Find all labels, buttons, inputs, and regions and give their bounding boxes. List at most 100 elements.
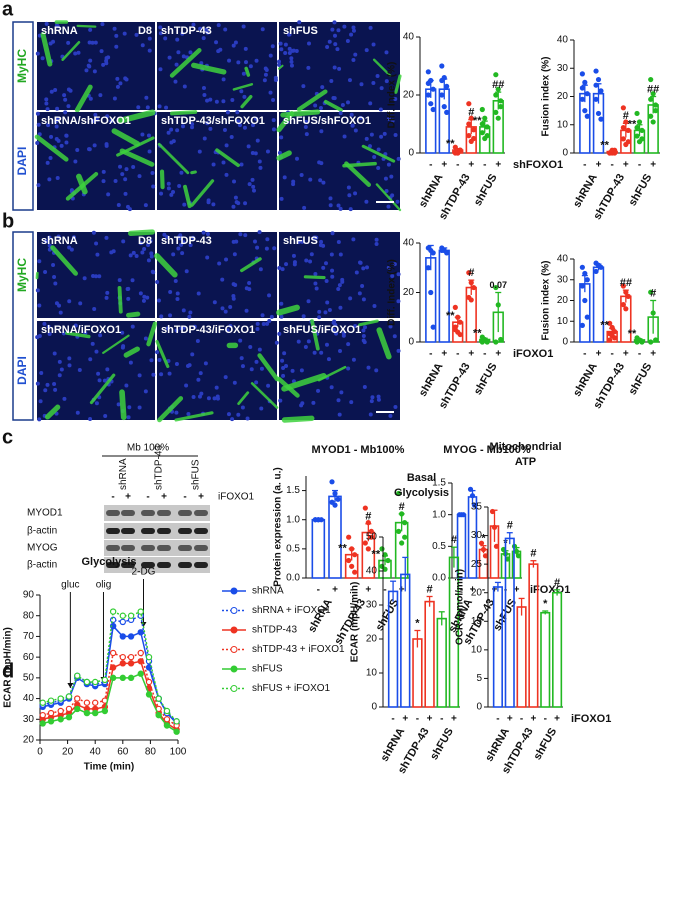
nucleus <box>73 323 78 328</box>
chart-title: ATP <box>515 456 536 468</box>
nucleus <box>136 105 141 110</box>
myotube <box>169 110 198 116</box>
nucleus <box>279 47 284 52</box>
line <box>42 610 178 722</box>
significance: # <box>554 577 560 589</box>
nucleus <box>208 126 213 131</box>
data-point <box>484 133 490 139</box>
data-point <box>489 508 496 515</box>
nucleus <box>284 363 289 368</box>
myotube <box>310 319 320 351</box>
myotube <box>119 148 155 167</box>
nucleus <box>88 27 93 32</box>
nucleus <box>173 79 178 84</box>
nucleus <box>37 417 42 422</box>
nucleus <box>105 367 110 372</box>
nucleus <box>143 389 148 394</box>
significance: ** <box>446 310 455 322</box>
myotube <box>281 415 315 423</box>
nucleus <box>221 160 226 165</box>
data-point <box>425 265 431 271</box>
nucleus <box>250 123 255 128</box>
nucleus <box>78 301 83 306</box>
y-tick-label: 0.0 <box>432 573 446 584</box>
nucleus <box>314 286 319 291</box>
nucleus <box>318 178 323 183</box>
y-axis-label: Diff. Index (%) <box>387 62 398 129</box>
blot-row-label: MYOG <box>27 543 58 554</box>
nucleus <box>181 308 186 313</box>
nucleus <box>149 254 154 259</box>
nucleus <box>282 351 287 356</box>
line-marker <box>83 678 91 686</box>
line <box>42 660 178 731</box>
y-axis-label: ECAR (mpH/min) <box>350 582 361 663</box>
nucleus <box>57 373 62 378</box>
myotube <box>74 84 93 113</box>
nucleus <box>224 143 229 148</box>
nucleus <box>369 399 374 404</box>
data-point <box>612 335 618 341</box>
nucleus <box>239 89 244 94</box>
data-point <box>379 546 385 552</box>
nucleus <box>359 82 364 87</box>
data-point <box>493 72 499 78</box>
nucleus <box>284 262 289 267</box>
significance: # <box>427 583 433 595</box>
data-point <box>634 124 640 131</box>
nucleus <box>47 331 52 336</box>
nucleus <box>264 67 269 72</box>
data-point <box>498 104 504 110</box>
nucleus <box>346 366 351 371</box>
legend-label: shRNA <box>252 586 284 597</box>
condition-tick: - <box>496 714 499 725</box>
nucleus <box>90 119 95 124</box>
nucleus <box>104 235 109 240</box>
myotube <box>240 94 253 109</box>
line-marker <box>127 612 135 619</box>
y-tick-label: 0 <box>562 337 568 348</box>
nucleus <box>313 281 318 286</box>
nucleus <box>123 191 128 196</box>
nucleus <box>87 147 92 152</box>
nucleus <box>90 40 95 45</box>
y-tick-label: 20 <box>403 287 415 298</box>
nucleus <box>52 274 57 279</box>
nucleus <box>115 76 120 81</box>
nucleus <box>279 314 284 319</box>
nucleus <box>47 177 52 182</box>
nucleus <box>230 417 235 422</box>
myotube <box>372 58 392 77</box>
y-tick-label: 10 <box>557 316 569 327</box>
y-axis-label: OCR (pmol/min) <box>455 569 466 645</box>
nucleus <box>236 60 241 65</box>
nucleus <box>117 278 122 283</box>
nucleus <box>35 51 40 56</box>
data-point <box>471 127 477 133</box>
nucleus <box>155 350 160 355</box>
data-point <box>607 320 613 326</box>
nucleus <box>100 22 105 27</box>
nucleus <box>46 324 51 329</box>
legend-label: shFUS <box>252 664 283 675</box>
nucleus <box>319 239 324 244</box>
data-point <box>471 284 477 291</box>
myotube <box>277 64 284 70</box>
condition-tick: + <box>623 160 629 171</box>
nucleus <box>63 110 68 115</box>
micrograph-caption: shTDP-43/iFOXO1 <box>161 324 255 336</box>
data-point <box>584 113 590 119</box>
nucleus <box>317 315 322 320</box>
data-point <box>467 486 474 492</box>
lane-condition: + <box>161 492 167 503</box>
y-tick-label: 20 <box>23 735 35 746</box>
bar <box>540 611 551 708</box>
data-point <box>493 92 499 98</box>
line-marker <box>145 653 153 661</box>
nucleus <box>279 135 284 140</box>
nucleus <box>165 326 170 331</box>
nucleus <box>289 56 294 61</box>
nucleus <box>180 31 185 36</box>
stain-label: DAPI <box>15 356 29 385</box>
nucleus <box>349 400 354 405</box>
